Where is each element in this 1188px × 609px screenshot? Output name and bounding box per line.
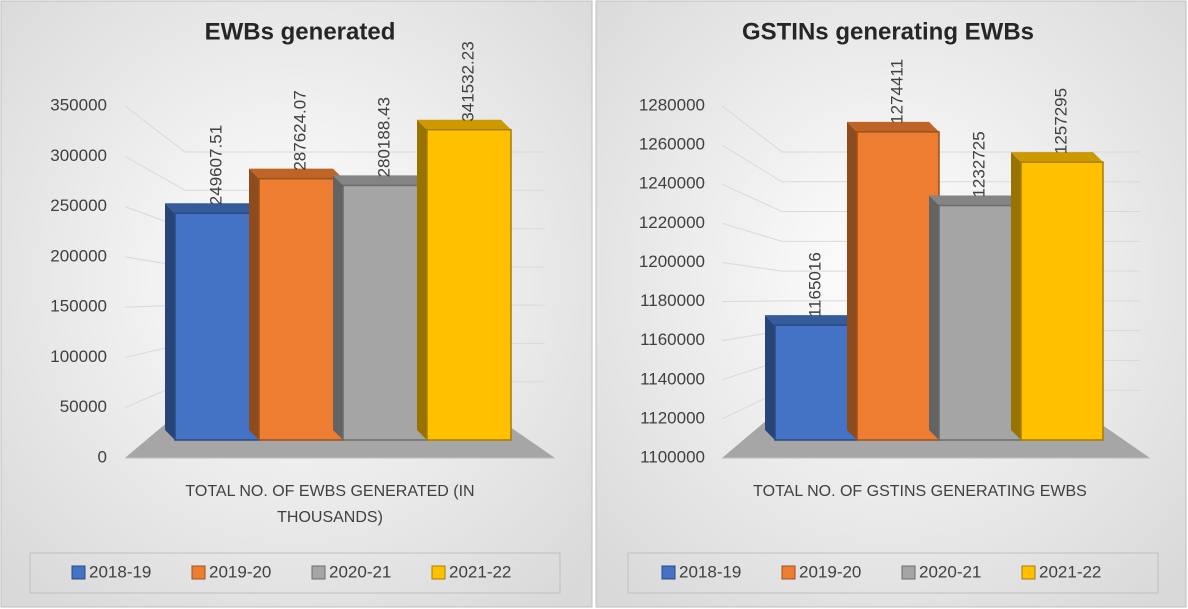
legend-box — [627, 552, 1159, 594]
legend-swatch — [311, 565, 326, 580]
bar-top — [1011, 152, 1103, 163]
legend-swatch — [901, 565, 916, 580]
bar — [426, 128, 512, 441]
y-tick-label: 1100000 — [640, 447, 705, 466]
bar — [856, 131, 940, 441]
chart-title: GSTINs generating EWBs — [742, 18, 1034, 45]
bar-side — [1011, 152, 1021, 440]
category-label: TOTAL NO. OF GSTINS GENERATING EWBS — [753, 483, 1087, 500]
legend-label: 2020-21 — [329, 562, 391, 581]
y-tick-label: 1260000 — [639, 135, 705, 154]
bar-top — [249, 168, 343, 179]
bar — [774, 324, 858, 441]
y-tick-label: 1160000 — [640, 330, 705, 349]
legend-swatch — [71, 565, 86, 580]
value-label: 280188.43 — [374, 97, 393, 177]
y-tick-label: 250000 — [50, 196, 107, 215]
legend-box — [29, 552, 561, 594]
bar — [1020, 161, 1104, 441]
legend-label: 2018-19 — [679, 562, 741, 581]
value-label: 249607.51 — [206, 125, 225, 205]
y-tick-label: 350000 — [50, 95, 107, 114]
grid-line — [721, 105, 1140, 153]
value-label: 1274411 — [887, 59, 906, 124]
bar — [938, 204, 1022, 441]
y-tick-label: 1280000 — [639, 95, 705, 114]
y-tick-label: 0 — [98, 447, 107, 466]
y-tick-label: 1220000 — [639, 213, 705, 232]
chart-title: EWBs generated — [205, 18, 396, 45]
bar-top — [333, 175, 427, 186]
bar-side — [765, 315, 775, 440]
bar-top — [929, 195, 1021, 206]
bar-side — [417, 119, 427, 440]
value-label: 1165016 — [805, 252, 824, 317]
legend-swatch — [1021, 565, 1036, 580]
y-tick-label: 1120000 — [640, 408, 705, 427]
value-label: 287624.07 — [290, 90, 309, 170]
legend-label: 2019-20 — [799, 562, 861, 581]
bar-top — [765, 315, 857, 326]
bar — [258, 177, 344, 441]
bar — [342, 184, 428, 441]
legend-label: 2021-22 — [1039, 562, 1101, 581]
bar-side — [165, 203, 175, 440]
value-label: 1257295 — [1051, 88, 1070, 154]
bar-top — [847, 121, 939, 132]
y-tick-label: 300000 — [50, 146, 107, 165]
legend-swatch — [431, 565, 446, 580]
legend-swatch — [191, 565, 206, 580]
y-tick-label: 100000 — [50, 347, 107, 366]
y-tick-label: 200000 — [50, 246, 107, 265]
bar-side — [333, 175, 343, 440]
legend-label: 2021-22 — [449, 562, 511, 581]
bar-side — [847, 121, 857, 440]
y-tick-label: 1140000 — [640, 369, 705, 388]
category-label: TOTAL NO. OF EWBS GENERATED (IN THOUSAND… — [185, 483, 475, 526]
bar — [174, 212, 260, 441]
y-tick-label: 1240000 — [639, 174, 705, 193]
y-tick-label: 150000 — [50, 297, 107, 316]
bar-side — [249, 168, 259, 441]
legend-swatch — [781, 565, 796, 580]
legend-label: 2020-21 — [919, 562, 981, 581]
legend-label: 2019-20 — [209, 562, 271, 581]
legend-swatch — [661, 565, 676, 580]
value-label: 1232725 — [969, 131, 988, 197]
y-tick-label: 1180000 — [640, 291, 705, 310]
legend-label: 2018-19 — [89, 562, 151, 581]
y-tick-label: 50000 — [60, 397, 107, 416]
bar-top — [417, 119, 511, 130]
bar-side — [929, 195, 939, 440]
value-label: 341532.23 — [458, 41, 477, 121]
y-tick-label: 1200000 — [639, 252, 705, 271]
bar-top — [165, 203, 259, 214]
